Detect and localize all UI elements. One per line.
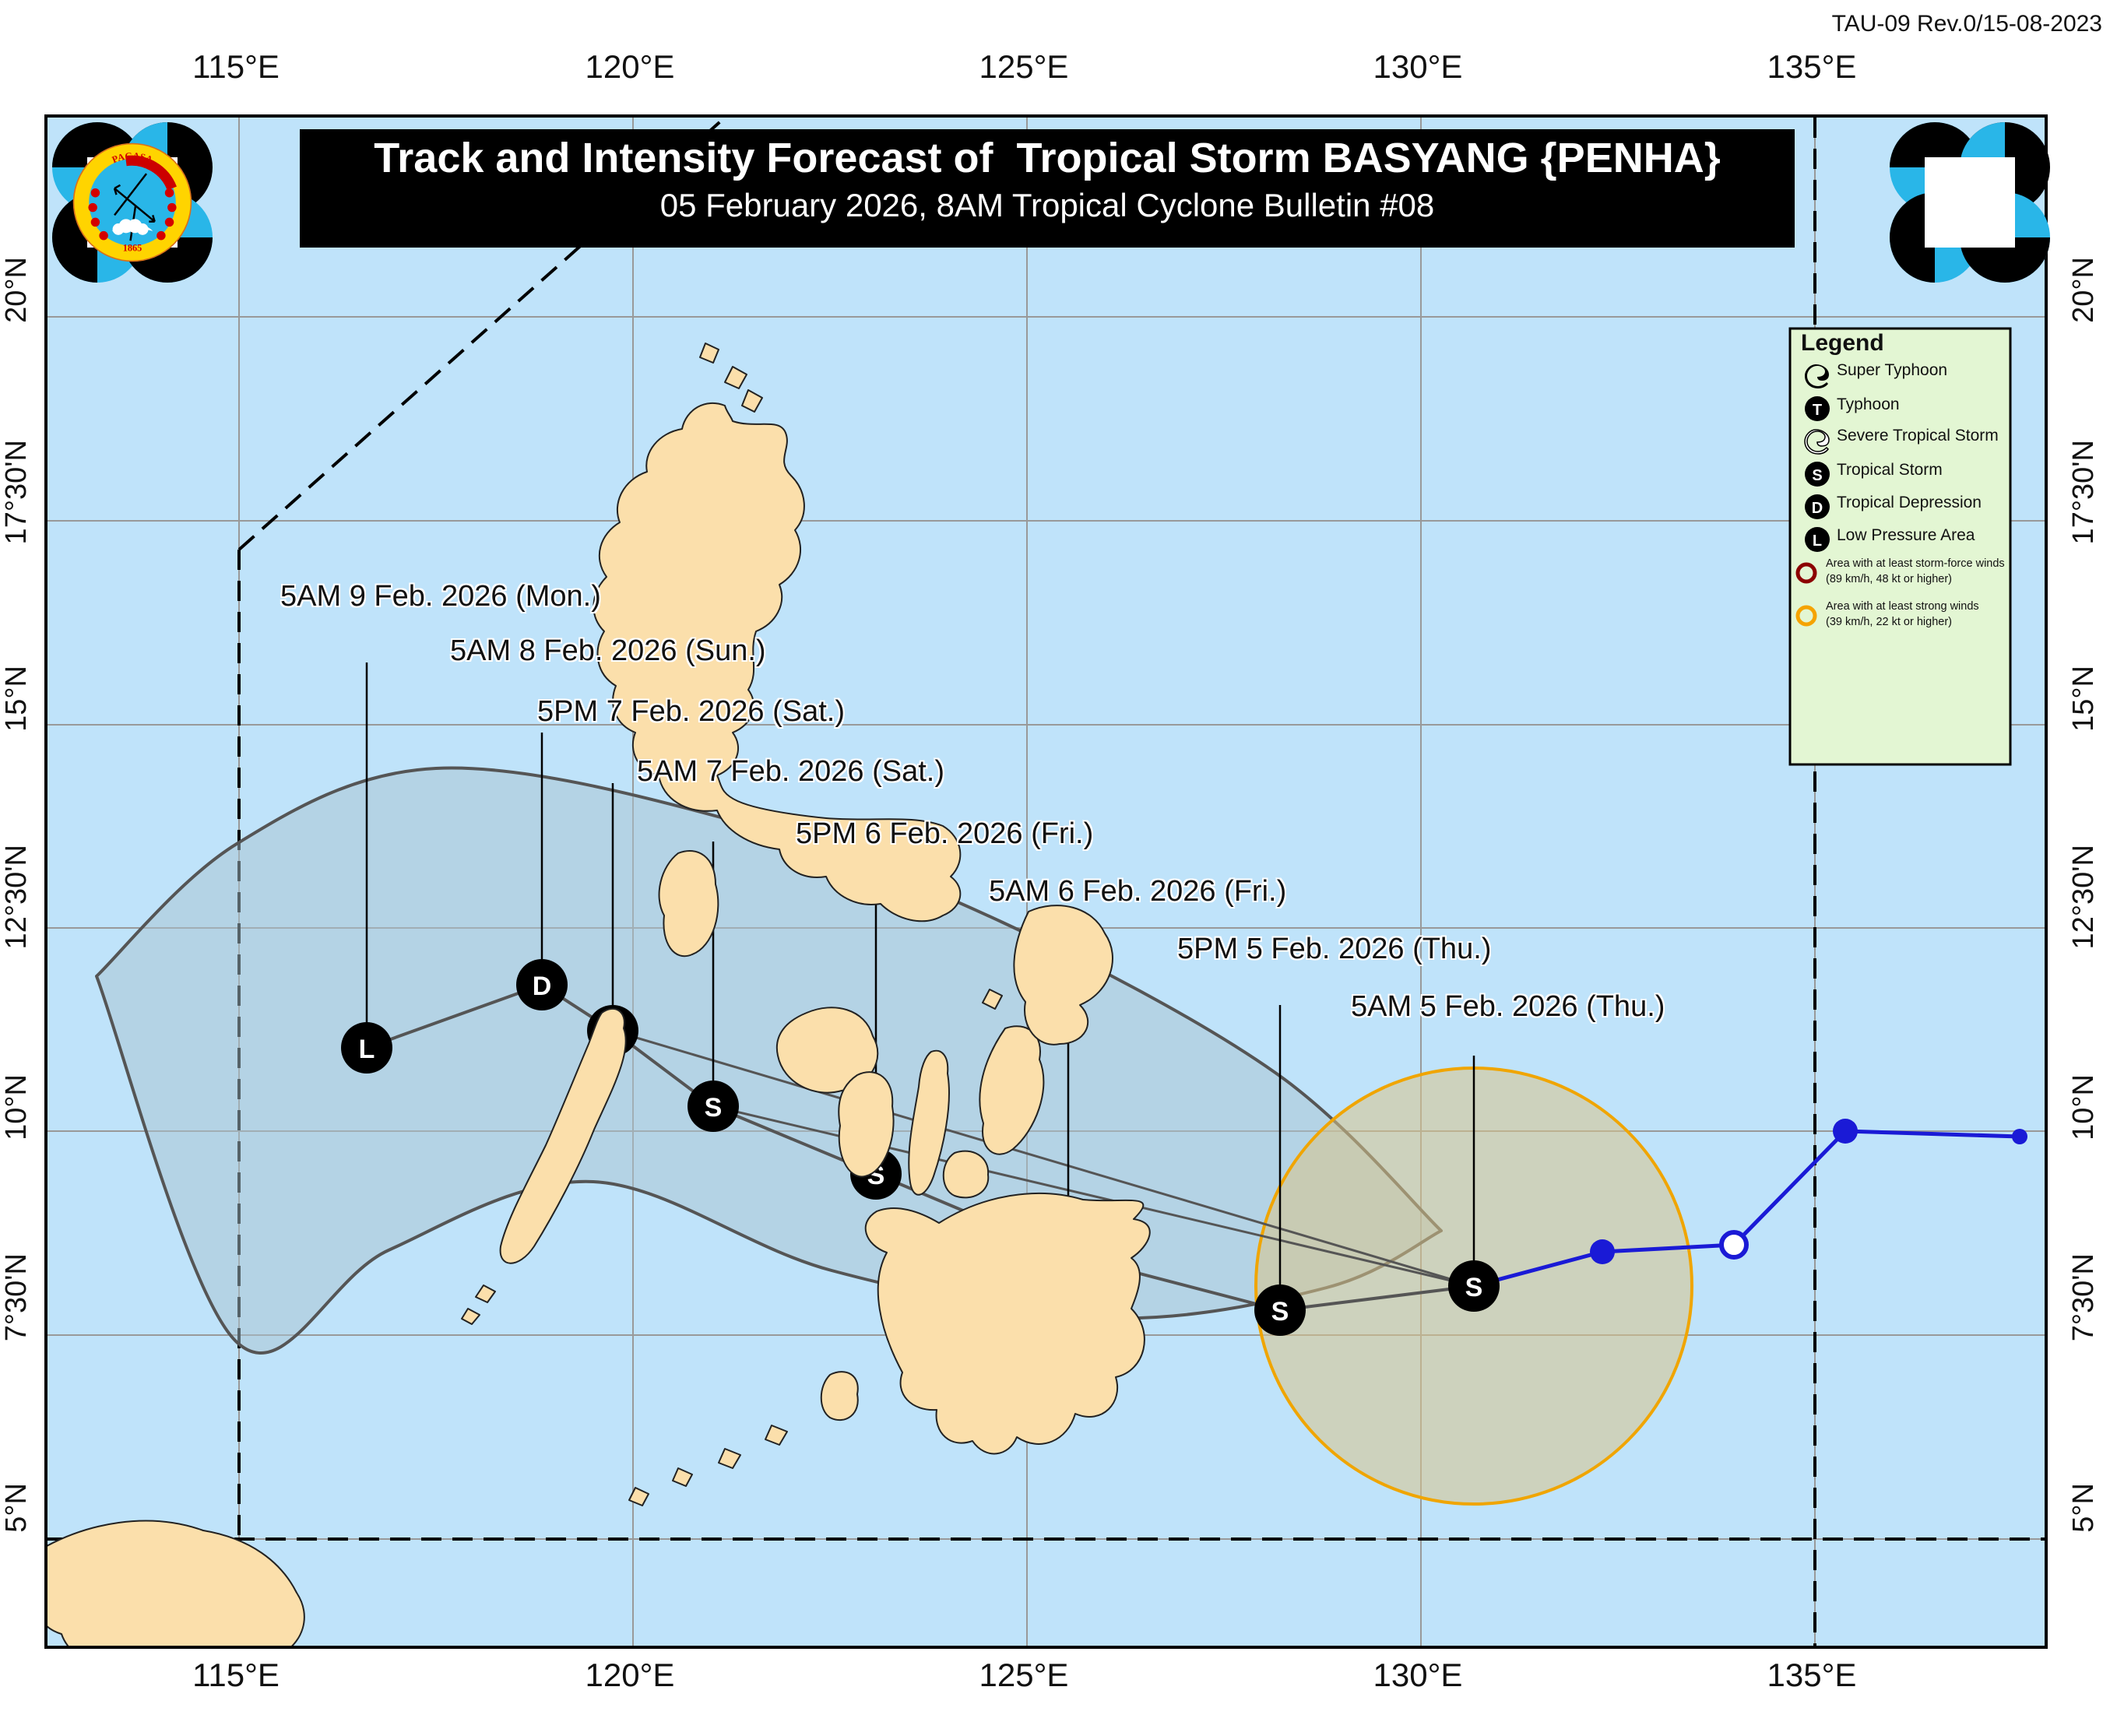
svg-text:D: D <box>1812 500 1823 517</box>
svg-text:T: T <box>1813 402 1822 419</box>
svg-text:S: S <box>1812 467 1822 484</box>
svg-text:L: L <box>1813 532 1822 550</box>
